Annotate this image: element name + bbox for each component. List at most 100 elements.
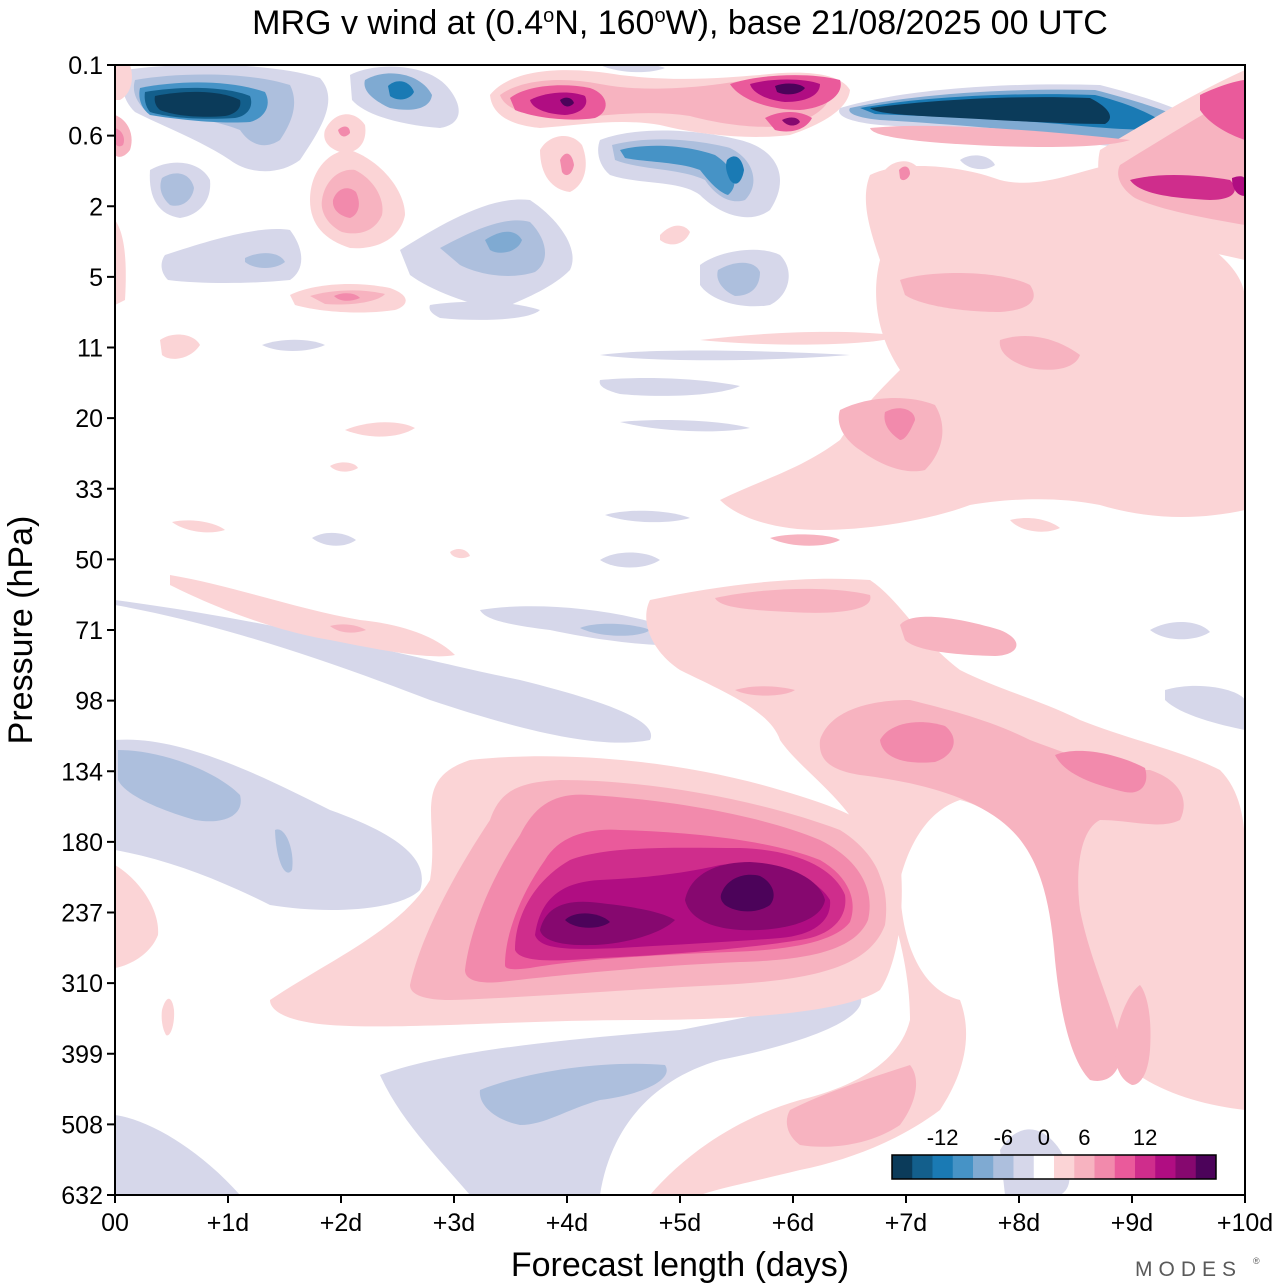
chart-title: MRG v wind at (0.4oN, 160oW), base 21/08…	[252, 4, 1108, 42]
contour-neg-2-bottom-left	[115, 1115, 240, 1195]
x-axis: 00 +1d +2d +3d +4d +5d +6d +7d +8d +9d +10d	[101, 1195, 1273, 1237]
x-tick-label: +6d	[772, 1209, 814, 1237]
contour-pos-6-right-a	[880, 722, 954, 763]
y-tick-label: 134	[61, 758, 103, 786]
contour-pos-2-50-small	[450, 549, 470, 559]
y-tick-label: 0.1	[68, 52, 103, 80]
contour-pos-2-310-left	[161, 998, 175, 1036]
colorbar-tick-label: 0	[1038, 1125, 1050, 1150]
contour-pos-4-upper-right	[900, 273, 1034, 312]
colorbar-swatch	[932, 1155, 954, 1179]
contour-neg-4-2hpa-left	[160, 173, 194, 206]
contour-pos-16-trop	[720, 874, 774, 912]
colorbar-swatch	[952, 1155, 974, 1179]
contour-pos-4-50-right	[770, 534, 840, 546]
contour-pos-4-71-mid	[715, 588, 871, 613]
contour-neg-2-right	[1165, 685, 1245, 730]
contour-neg-2-50b	[600, 552, 660, 568]
contour-neg-2-5hpa-left	[161, 229, 302, 283]
contour-pos-6-1hpa-center	[560, 153, 574, 176]
y-tick-label: 71	[75, 617, 103, 645]
contour-neg-2-20b	[620, 420, 750, 432]
colorbar-swatch	[1175, 1155, 1197, 1179]
colorbar-swatch	[1155, 1155, 1176, 1179]
contour-neg-2-33	[605, 510, 690, 523]
colorbar-swatch	[1195, 1155, 1217, 1179]
y-tick-label: 0.6	[68, 123, 103, 151]
contour-neg-16-top-left	[154, 91, 241, 117]
x-tick-label: +5d	[659, 1209, 701, 1237]
x-tick-label: +9d	[1111, 1209, 1153, 1237]
y-tick-label: 5	[89, 264, 103, 292]
contour-pos-2-20-left	[345, 422, 415, 437]
colorbar-swatch	[1094, 1155, 1116, 1179]
x-axis-title: Forecast length (days)	[511, 1246, 849, 1284]
contour-neg-2-lower-left	[115, 600, 652, 743]
contour-pos-6-1hpa-mid	[338, 126, 350, 137]
y-tick-label: 98	[75, 688, 103, 716]
contour-neg-6-5hpa-mid	[485, 231, 522, 253]
contour-pos-2-50-left	[172, 520, 225, 533]
y-tick-label: 20	[75, 405, 103, 433]
y-tick-label: 310	[61, 970, 103, 998]
contour-neg-2-right-small	[1150, 621, 1210, 640]
contour-pos-4-right-band	[819, 700, 1184, 1081]
contour-pos-6-right-b	[1055, 750, 1147, 793]
y-tick-label: 399	[61, 1041, 103, 1069]
colorbar-tick-label: 12	[1133, 1125, 1157, 1150]
contour-neg-2-11	[262, 339, 325, 352]
contour-pos-2-top-left-edge	[115, 65, 132, 100]
x-tick-label: +2d	[320, 1209, 362, 1237]
contour-pos-6-1hpa-right	[899, 166, 910, 181]
y-tick-label: 508	[61, 1111, 103, 1139]
x-tick-label: +4d	[546, 1209, 588, 1237]
contour-pos-2-33-left	[330, 462, 358, 472]
x-tick-label: +1d	[207, 1209, 249, 1237]
contour-neg-4-71	[580, 623, 650, 636]
contour-pos-12-top-center-a	[530, 92, 587, 115]
contour-pos-4-399	[1114, 985, 1151, 1085]
colorbar-swatch	[1074, 1155, 1095, 1179]
contour-pos-4-20-hpa	[838, 398, 943, 472]
contour-pos-2-11-right	[700, 331, 900, 345]
contour-neg-10-upper-mid	[726, 156, 744, 184]
colorbar-swatch	[1033, 1155, 1055, 1179]
contour-neg-16-top-right-band	[870, 97, 1110, 124]
y-tick-label: 2	[89, 193, 103, 221]
colorbar-swatch	[912, 1155, 933, 1179]
contour-neg-4-small	[275, 829, 293, 873]
contour-pos-2-71-left	[170, 575, 455, 657]
y-tick-label: 237	[61, 900, 103, 928]
y-tick-label: 11	[77, 335, 103, 363]
y-tick-label: 180	[61, 829, 103, 857]
contour-pos-2-237-left	[115, 865, 159, 968]
contour-pos-4-71-right	[900, 616, 1017, 656]
contour-pos-14-0.6-center	[782, 117, 800, 126]
colorbar-swatch	[1135, 1155, 1156, 1179]
contour-pos-2-2hpa-edge	[115, 220, 126, 305]
contour-pos-4-top-rband	[870, 125, 1130, 147]
x-tick-label: +10d	[1217, 1209, 1273, 1237]
contour-pos-10-2hpa-right	[1130, 175, 1235, 200]
plot-area	[115, 65, 1245, 1195]
colorbar-tick-label: -6	[994, 1125, 1014, 1150]
contour-pos-6-20-hpa	[884, 408, 915, 440]
colorbar-swatch	[892, 1155, 913, 1179]
colorbar-swatch	[993, 1155, 1014, 1179]
contour-neg-4-bottom-center	[479, 1063, 667, 1125]
y-tick-label: 33	[75, 476, 103, 504]
colorbar-tick-label: -12	[927, 1125, 959, 1150]
contour-neg-2-top-right-small	[960, 155, 995, 170]
colorbar: -12 -6 0 6 12	[891, 1125, 1217, 1180]
brand-logo: MODES	[1135, 1258, 1242, 1281]
contour-pos-2-33	[1010, 517, 1060, 532]
contour-neg-4-mid-left	[118, 750, 241, 822]
x-tick-label: +3d	[433, 1209, 475, 1237]
contour-pos-16-trop-small	[565, 913, 610, 928]
contour-pos-2-right-band	[646, 578, 1245, 1195]
contour-pos-6-0.6-left-edge	[115, 128, 125, 147]
colorbar-frame	[891, 1154, 1217, 1180]
contour-pos-12-2hpa-right	[1232, 176, 1245, 196]
colorbar-swatch	[1013, 1155, 1035, 1179]
contour-neg-10-top-mid	[388, 81, 414, 100]
